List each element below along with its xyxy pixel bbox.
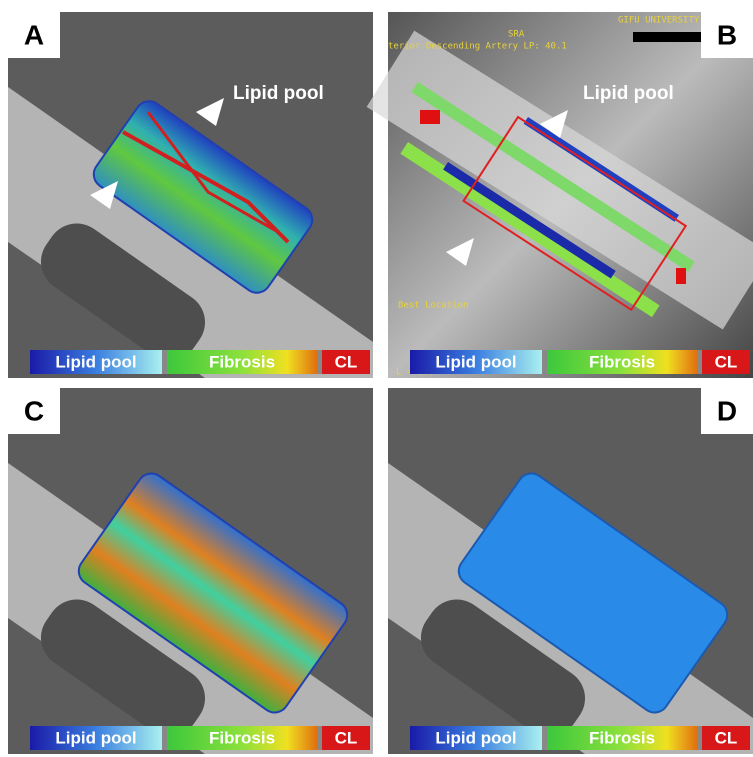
legend-sep [697,350,702,374]
overlay-text: SRA [508,30,525,40]
panel: GIFU UNIVERSITY HO SRA terior Descending A… [366,12,753,378]
legend-fibrosis [167,726,317,750]
arrowhead [196,98,224,126]
arrowhead [90,181,118,209]
legend-label: CL [715,352,738,371]
panel: C Lipid pool Fibrosis CL [8,388,373,754]
vessel-rendering [77,472,349,714]
panel-letter: C [24,395,44,426]
red-spot [420,110,440,124]
vessel-upper-edge [411,81,695,272]
legend-label: Fibrosis [209,728,275,747]
panel-letter: D [717,395,737,426]
legend-label: Fibrosis [589,728,655,747]
red-spot [676,268,686,284]
legend-label: Lipid pool [435,728,516,747]
legend-cl [702,350,750,374]
roi-box [462,115,688,312]
overlay-text: Best Location [398,301,468,311]
letter-box [701,12,753,58]
panel: D Lipid pool Fibrosis CL [388,388,753,754]
legend-cl [702,726,750,750]
legend-label: Lipid pool [435,352,516,371]
shadow [420,599,586,737]
legend-lipid [410,350,542,374]
legend-lipid [30,726,162,750]
legend-sep [697,726,702,750]
legend-fibrosis [547,726,697,750]
legend-lipid [30,350,162,374]
vessel-lower-edge [400,142,660,318]
legend-label: CL [715,728,738,747]
red-line [146,111,279,234]
legend-label: CL [335,728,358,747]
arrowhead [446,238,474,266]
legend-sep [542,350,547,374]
annotation: Lipid pool [233,83,324,104]
legend-sep [317,350,322,374]
overlay-text: terior Descending Artery LP: 40.1 [388,42,567,52]
legend-sep [317,726,322,750]
panel-letter: B [717,19,737,50]
legend-fibrosis [547,350,697,374]
letter-box [8,388,60,434]
annotation: Lipid pool [583,83,674,104]
vessel-lower-lipid [443,162,616,279]
arrowhead [540,110,568,138]
shadow [40,599,206,737]
letter-box [701,388,753,434]
panel: A Lipid pool Lipid pool Fibrosis CL [8,12,373,378]
vessel-rendering [92,100,314,294]
legend-fibrosis [167,350,317,374]
letter-box [8,12,60,58]
overlay-bar [633,32,713,42]
legend-sep [162,726,167,750]
legend-sep [162,350,167,374]
legend-lipid [410,726,542,750]
legend-sep [542,726,547,750]
overlay-text: GIFU UNIVERSITY HO [618,16,716,26]
legend-cl [322,350,370,374]
shadow [40,223,206,361]
legend-label: Lipid pool [55,728,136,747]
panel-letter: A [24,19,44,50]
legend-label: Fibrosis [209,352,275,371]
legend-cl [322,726,370,750]
legend-label: Fibrosis [589,352,655,371]
legend-label: CL [335,352,358,371]
vessel-rendering [457,472,729,714]
legend-label: Lipid pool [55,352,136,371]
